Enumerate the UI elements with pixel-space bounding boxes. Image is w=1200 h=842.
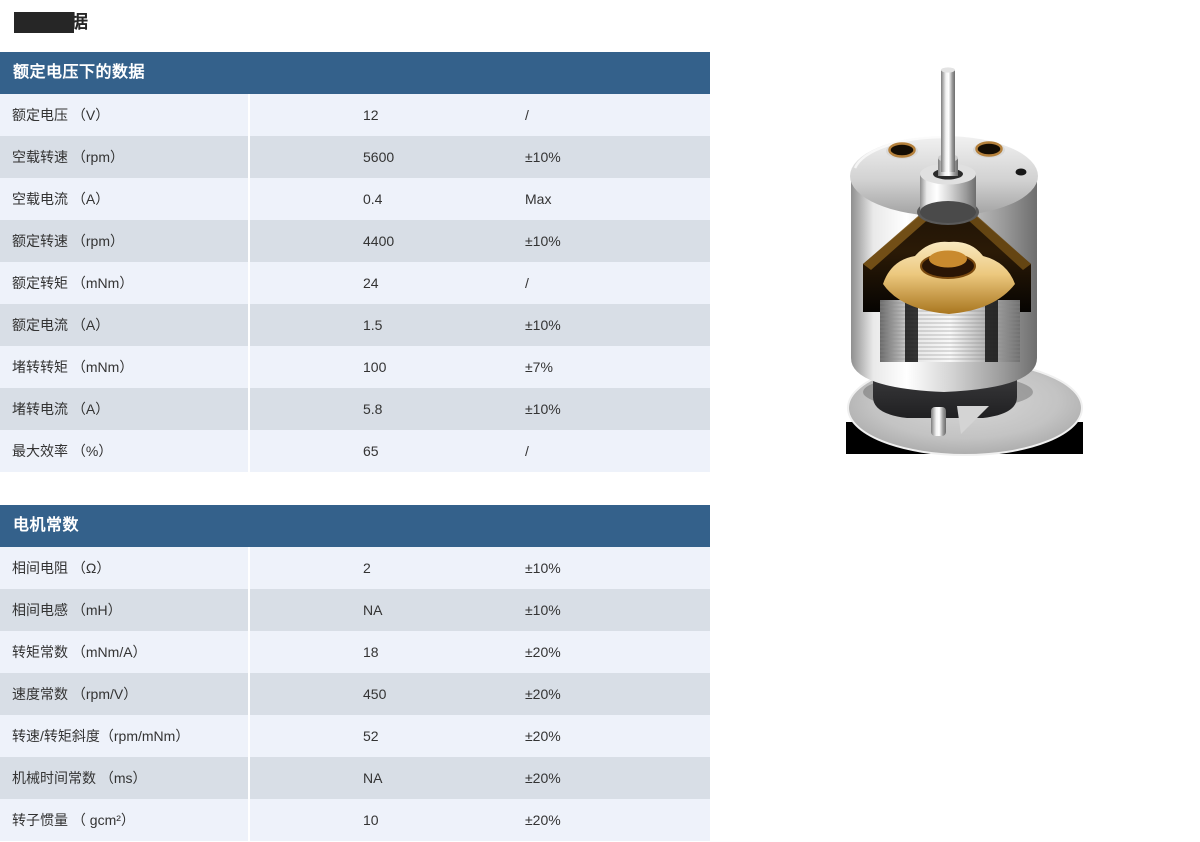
table-row: 额定电流 （A） 1.5 ±10% — [0, 304, 710, 346]
param-label: 空载电流 （A） — [0, 178, 250, 220]
param-tolerance: / — [525, 107, 529, 123]
motor-shaft — [941, 70, 955, 172]
motor-terminal-blade — [957, 406, 989, 434]
param-tolerance: ±20% — [525, 728, 561, 744]
param-label: 最大效率 （%） — [0, 430, 250, 472]
param-value: 1.5 — [363, 317, 383, 333]
param-value: 100 — [363, 359, 387, 375]
table-row: 空载转速 （rpm） 5600 ±10% — [0, 136, 710, 178]
param-value: 5.8 — [363, 401, 383, 417]
table-row: 速度常数 （rpm/V） 450 ±20% — [0, 673, 710, 715]
param-value: 65 — [363, 443, 379, 459]
redacted-title-block — [14, 11, 74, 33]
table-row: 相间电感 （mH） NA ±10% — [0, 589, 710, 631]
pin-hole — [1015, 168, 1027, 176]
param-value: NA — [363, 602, 383, 618]
param-label: 空载转速 （rpm） — [0, 136, 250, 178]
param-tolerance: / — [525, 275, 529, 291]
param-tolerance: ±20% — [525, 686, 561, 702]
table-row: 额定转矩 （mNm） 24 / — [0, 262, 710, 304]
param-tolerance: ±20% — [525, 812, 561, 828]
rated-voltage-table-body: 额定电压 （V） 12 / 空载转速 （rpm） 5600 ±10% 空载电流 （A） 0.4… — [0, 94, 710, 472]
table-row: 转速/转矩斜度（rpm/mNm） 52 ±20% — [0, 715, 710, 757]
table-row: 相间电阻 （Ω） 2 ±10% — [0, 547, 710, 589]
table-row: 最大效率 （%） 65 / — [0, 430, 710, 472]
table-row: 额定电压 （V） 12 / — [0, 94, 710, 136]
param-label: 额定转矩 （mNm） — [0, 262, 250, 304]
param-value: 10 — [363, 812, 379, 828]
param-value: 2 — [363, 560, 371, 576]
param-label: 转子惯量 （ gcm²） — [0, 799, 250, 841]
table-row: 堵转电流 （A） 5.8 ±10% — [0, 388, 710, 430]
param-value: 52 — [363, 728, 379, 744]
param-value: 450 — [363, 686, 387, 702]
param-tolerance: ±10% — [525, 401, 561, 417]
param-tolerance: ±10% — [525, 317, 561, 333]
param-label: 额定电流 （A） — [0, 304, 250, 346]
table-row: 堵转转矩 （mNm） 100 ±7% — [0, 346, 710, 388]
table-row: 空载电流 （A） 0.4 Max — [0, 178, 710, 220]
param-tolerance: ±20% — [525, 770, 561, 786]
param-value: 18 — [363, 644, 379, 660]
param-value: 0.4 — [363, 191, 383, 207]
table-row: 额定转速 （rpm） 4400 ±10% — [0, 220, 710, 262]
param-label: 机械时间常数 （ms） — [0, 757, 250, 799]
motor-cutaway-photo — [843, 62, 1083, 462]
param-label: 转速/转矩斜度（rpm/mNm） — [0, 715, 250, 757]
param-label: 堵转转矩 （mNm） — [0, 346, 250, 388]
motor-constants-table: 电机常数 相间电阻 （Ω） 2 ±10% 相间电感 （mH） NA ±10% 转矩常数 （m… — [0, 505, 710, 841]
param-label: 相间电阻 （Ω） — [0, 547, 250, 589]
param-label: 额定电压 （V） — [0, 94, 250, 136]
param-tolerance: ±10% — [525, 602, 561, 618]
param-value: 24 — [363, 275, 379, 291]
param-label: 堵转电流 （A） — [0, 388, 250, 430]
param-tolerance: Max — [525, 191, 552, 207]
param-tolerance: ±10% — [525, 149, 561, 165]
motor-constants-table-body: 相间电阻 （Ω） 2 ±10% 相间电感 （mH） NA ±10% 转矩常数 （mNm/A）… — [0, 547, 710, 841]
param-label: 转矩常数 （mNm/A） — [0, 631, 250, 673]
param-label: 相间电感 （mH） — [0, 589, 250, 631]
param-tolerance: ±7% — [525, 359, 553, 375]
param-tolerance: ±20% — [525, 644, 561, 660]
screw-hole-right — [975, 141, 1003, 157]
motor-constants-table-title: 电机常数 — [0, 505, 710, 547]
param-label: 额定转速 （rpm） — [0, 220, 250, 262]
table-row: 机械时间常数 （ms） NA ±20% — [0, 757, 710, 799]
page-title-badge: 据 — [14, 11, 88, 33]
page-title-text: 据 — [70, 11, 88, 32]
param-value: NA — [363, 770, 383, 786]
param-value: 4400 — [363, 233, 395, 249]
param-tolerance: ±10% — [525, 560, 561, 576]
param-value: 12 — [363, 107, 379, 123]
param-label: 速度常数 （rpm/V） — [0, 673, 250, 715]
motor-terminal-pin — [931, 407, 946, 436]
param-value: 5600 — [363, 149, 395, 165]
table-row: 转矩常数 （mNm/A） 18 ±20% — [0, 631, 710, 673]
rated-voltage-table: 额定电压下的数据 额定电压 （V） 12/空载转速 （rpm） 5600 ±10% 空载… — [0, 52, 710, 472]
screw-hole-left — [888, 142, 916, 158]
table-row: 转子惯量 （ gcm²） 10 ±20% — [0, 799, 710, 841]
param-tolerance: ±10% — [525, 233, 561, 249]
rated-voltage-table-title: 额定电压下的数据 — [0, 52, 710, 94]
param-tolerance: / — [525, 443, 529, 459]
